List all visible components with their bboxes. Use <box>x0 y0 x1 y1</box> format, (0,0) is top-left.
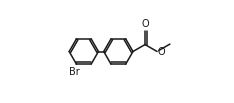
Text: O: O <box>158 47 165 57</box>
Text: O: O <box>142 19 149 29</box>
Text: Br: Br <box>69 67 80 77</box>
